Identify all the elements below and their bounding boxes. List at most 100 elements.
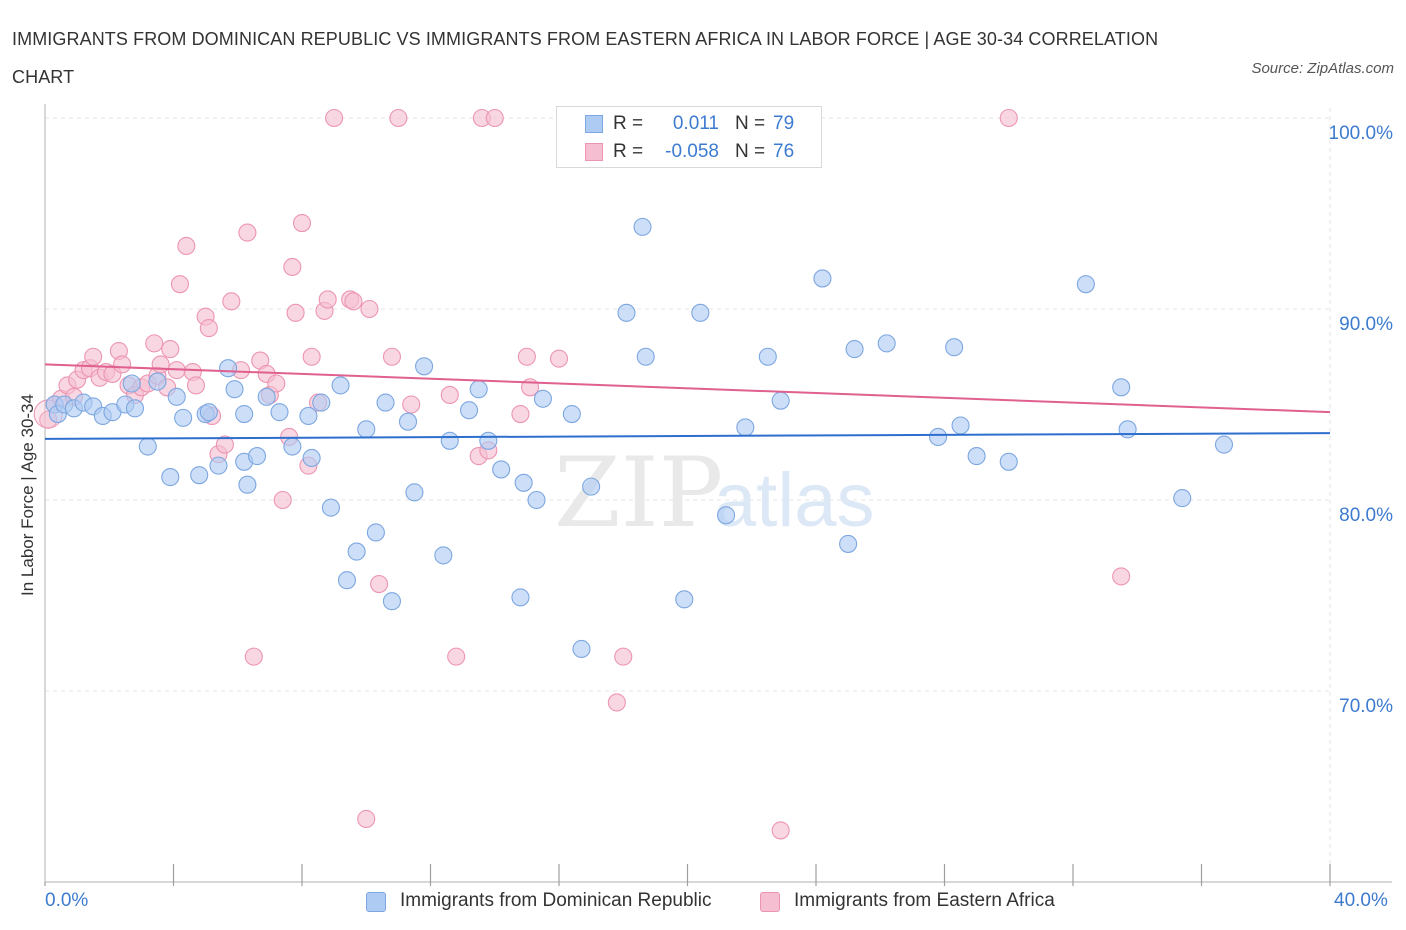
trend-line-eastern-africa xyxy=(44,363,1331,414)
legend-n-label: N = xyxy=(735,113,766,134)
data-point xyxy=(945,338,964,357)
data-point xyxy=(122,374,141,393)
data-point xyxy=(84,347,103,366)
legend-r-value: 0.011 xyxy=(672,113,719,134)
data-point xyxy=(675,590,694,609)
y-tick-label: 100.0% xyxy=(1329,123,1394,144)
y-tick-labels: 70.0% 80.0% 90.0% 100.0% xyxy=(1329,123,1394,717)
data-point xyxy=(312,393,331,412)
data-point xyxy=(199,403,218,422)
data-point xyxy=(138,437,157,456)
data-point xyxy=(440,431,459,450)
data-point xyxy=(415,357,434,376)
data-point xyxy=(572,639,591,659)
data-point xyxy=(492,460,511,479)
data-point xyxy=(283,437,302,456)
data-point xyxy=(370,574,389,594)
bottom-legend-label: Immigrants from Dominican Republic xyxy=(400,890,712,911)
legend-n-label: N = xyxy=(735,141,766,162)
data-point xyxy=(161,468,180,487)
data-point xyxy=(225,380,244,399)
data-point xyxy=(376,393,395,412)
bottom-legend-swatch-pink xyxy=(760,892,780,912)
legend-r-value: -0.058 xyxy=(665,141,719,162)
data-point xyxy=(161,340,180,359)
data-point xyxy=(1118,420,1137,439)
data-point xyxy=(199,319,218,338)
data-point xyxy=(877,334,896,353)
data-point xyxy=(215,435,234,454)
data-point xyxy=(527,490,546,510)
data-point xyxy=(283,257,302,277)
chart-title: IMMIGRANTS FROM DOMINICAN REPUBLIC VS IM… xyxy=(12,29,1159,87)
data-point xyxy=(716,506,736,525)
data-point xyxy=(633,217,652,236)
data-point xyxy=(148,372,167,391)
x-tick-min: 0.0% xyxy=(45,890,89,911)
data-point xyxy=(244,647,263,666)
data-point xyxy=(771,391,790,410)
watermark: ZIP atlas xyxy=(554,437,875,549)
data-point xyxy=(209,456,228,475)
data-point xyxy=(447,647,466,666)
data-point xyxy=(389,108,408,128)
bottom-legend-swatch-blue xyxy=(366,892,386,912)
data-point xyxy=(736,418,755,437)
data-point xyxy=(125,399,144,418)
data-point xyxy=(325,108,344,128)
data-point xyxy=(511,404,530,424)
data-point xyxy=(549,349,569,368)
data-point xyxy=(177,236,196,256)
legend-n-value: 76 xyxy=(773,141,795,162)
data-point xyxy=(771,821,790,840)
data-point xyxy=(469,380,488,399)
legend-swatch-pink xyxy=(585,143,603,161)
data-point xyxy=(614,647,633,666)
data-point xyxy=(582,477,601,496)
watermark-atlas: atlas xyxy=(714,458,875,543)
data-point xyxy=(402,395,421,414)
data-point xyxy=(382,592,402,611)
data-point xyxy=(845,340,864,359)
data-point xyxy=(337,571,357,590)
data-point xyxy=(382,347,402,366)
data-point xyxy=(485,108,504,128)
data-point xyxy=(190,466,209,485)
data-point xyxy=(357,420,376,439)
source-label: Source: ZipAtlas.com xyxy=(1251,60,1394,77)
data-point xyxy=(929,427,948,447)
data-point xyxy=(299,406,318,426)
data-point xyxy=(514,473,533,492)
data-point xyxy=(511,588,530,607)
data-point xyxy=(1112,567,1131,586)
legend-row-dominican: R = 0.011 N = 79 xyxy=(557,109,821,137)
data-point xyxy=(238,223,257,242)
data-point xyxy=(434,546,453,565)
trend-lines xyxy=(44,363,1331,440)
data-point xyxy=(113,355,132,374)
data-point xyxy=(405,483,424,502)
data-point xyxy=(533,389,552,408)
data-point xyxy=(479,431,498,450)
data-point xyxy=(257,387,276,406)
data-point xyxy=(691,303,710,322)
legend-r-label: R = xyxy=(613,141,644,162)
data-point xyxy=(344,292,363,311)
correlation-legend: R = 0.011 N = 79 R = -0.058 N = 76 xyxy=(556,106,822,168)
y-tick-label: 90.0% xyxy=(1339,314,1393,335)
data-point xyxy=(459,401,479,420)
data-point xyxy=(636,347,655,366)
data-point xyxy=(302,347,321,366)
data-point xyxy=(174,408,193,427)
data-point xyxy=(1112,378,1131,397)
data-point xyxy=(839,534,858,553)
legend-n-value: 79 xyxy=(773,113,795,134)
data-point xyxy=(219,359,238,378)
y-tick-label: 70.0% xyxy=(1339,696,1393,717)
data-point xyxy=(273,490,292,510)
y-axis-label: In Labor Force | Age 30-34 xyxy=(18,394,37,596)
data-point xyxy=(1214,435,1234,454)
data-point xyxy=(951,416,970,435)
data-point xyxy=(151,355,170,374)
data-point xyxy=(267,374,286,393)
